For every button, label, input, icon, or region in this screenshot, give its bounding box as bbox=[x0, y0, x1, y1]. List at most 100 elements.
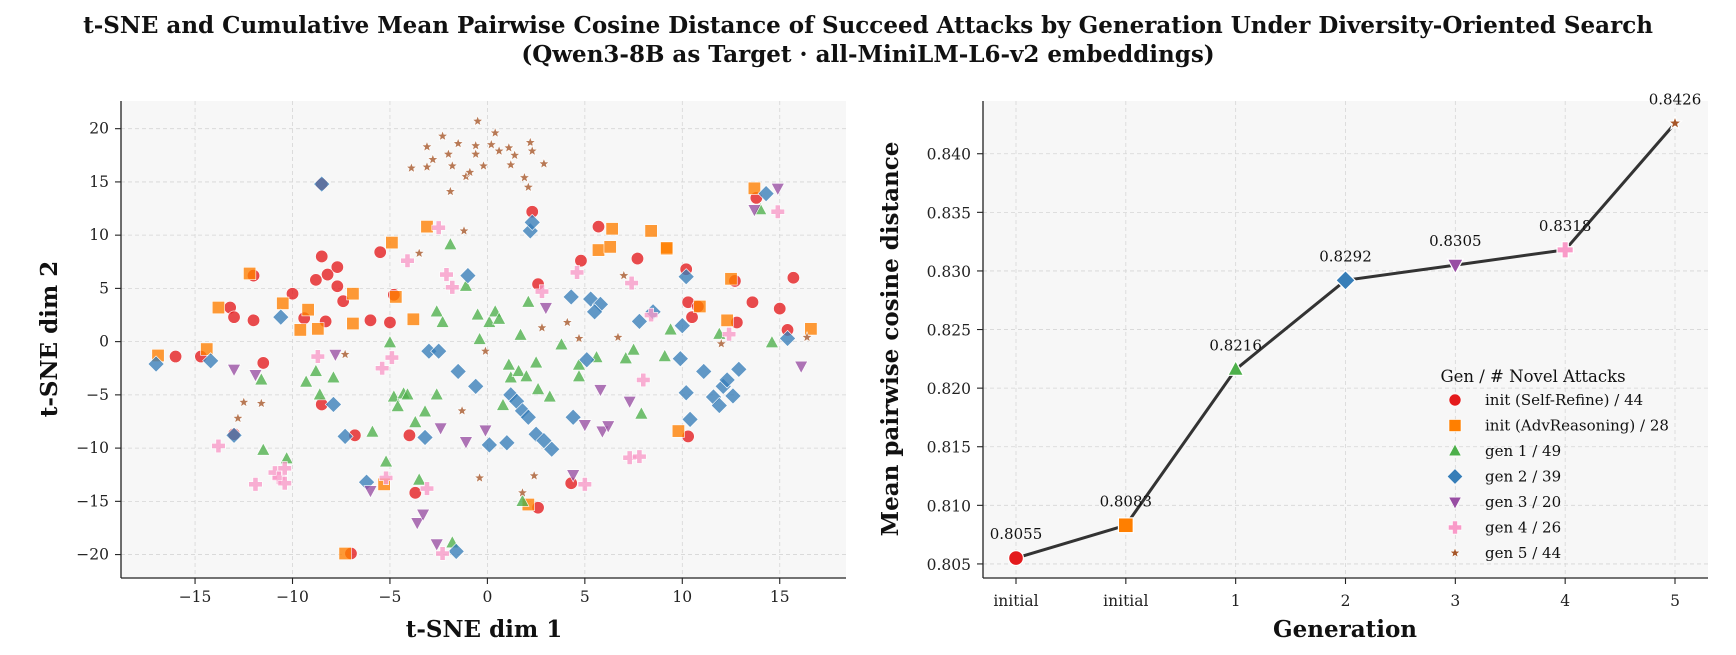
tsne-point-series-5 bbox=[569, 265, 585, 280]
tsne-point-series-2 bbox=[515, 493, 530, 507]
tsne-point-series-1 bbox=[311, 322, 325, 336]
tsne-point-series-4 bbox=[227, 364, 242, 378]
tsne-point-series-3 bbox=[779, 329, 797, 347]
line-y-tick-label: 0.805 bbox=[927, 556, 971, 574]
tsne-point-series-1 bbox=[644, 224, 658, 238]
tsne-point-series-0 bbox=[286, 287, 300, 301]
tsne-point-series-6 bbox=[469, 139, 482, 151]
tsne-point-series-6 bbox=[420, 140, 433, 152]
line-x-tick-label: 2 bbox=[1341, 592, 1351, 610]
tsne-x-ticks: −15 −10 −5 0 5 10 15 bbox=[179, 578, 790, 606]
tsne-x-tick-label: 5 bbox=[580, 588, 590, 606]
tsne-point-series-2 bbox=[312, 387, 327, 401]
tsne-point-series-4 bbox=[248, 369, 263, 383]
tsne-point-series-5 bbox=[435, 546, 450, 561]
line-y-tick-label: 0.810 bbox=[927, 497, 971, 515]
legend-entry-label: init (Self-Refine) / 44 bbox=[1485, 391, 1643, 409]
tsne-point-series-0 bbox=[330, 279, 344, 293]
line-x-tick-label: initial bbox=[993, 592, 1038, 610]
tsne-point-series-3 bbox=[324, 395, 342, 413]
tsne-point-series-6 bbox=[611, 331, 624, 343]
tsne-point-series-2 bbox=[326, 370, 341, 384]
line-data-label: 0.8083 bbox=[1100, 492, 1153, 510]
tsne-point-series-2 bbox=[256, 442, 271, 456]
tsne-point-series-6 bbox=[456, 404, 469, 416]
line-data-label: 0.8216 bbox=[1209, 336, 1262, 354]
tsne-point-series-3 bbox=[480, 436, 498, 454]
tsne-point-series-0 bbox=[169, 350, 183, 364]
tsne-point-series-6 bbox=[518, 171, 531, 183]
legend-entries: init (Self-Refine) / 44 init (AdvReasonin… bbox=[1446, 391, 1669, 562]
tsne-point-series-6 bbox=[255, 397, 268, 409]
tsne-point-series-6 bbox=[801, 331, 814, 343]
tsne-point-series-6 bbox=[617, 269, 630, 281]
tsne-point-series-3 bbox=[336, 427, 354, 445]
tsne-point-series-5 bbox=[445, 280, 460, 295]
tsne-point-series-3 bbox=[272, 308, 290, 326]
tsne-x-tick-label: −10 bbox=[276, 588, 309, 606]
tsne-point-series-5 bbox=[534, 284, 550, 299]
tsne-point-series-2 bbox=[626, 342, 641, 356]
tsne-point-series-4 bbox=[593, 384, 608, 398]
tsne-point-series-6 bbox=[477, 159, 490, 172]
tsne-point-series-3 bbox=[519, 408, 537, 426]
tsne-point-series-1 bbox=[747, 181, 761, 195]
tsne-x-tick-label: −15 bbox=[179, 588, 212, 606]
tsne-point-series-6 bbox=[444, 185, 457, 197]
tsne-gridlines bbox=[121, 101, 846, 578]
tsne-point-series-2 bbox=[495, 397, 511, 411]
line-y-tick-label: 0.830 bbox=[927, 263, 971, 281]
tsne-point-series-2 bbox=[443, 236, 458, 250]
tsne-point-series-6 bbox=[405, 161, 418, 174]
legend-marker-6 bbox=[1449, 546, 1461, 558]
tsne-point-series-3 bbox=[467, 377, 485, 395]
tsne-point-series-3 bbox=[730, 360, 748, 378]
tsne-point-series-4 bbox=[595, 425, 610, 439]
line-x-tick-label: 3 bbox=[1450, 592, 1460, 610]
line-x-tick-label: 5 bbox=[1670, 592, 1680, 610]
tsne-point-series-4 bbox=[363, 485, 378, 499]
tsne-point-series-2 bbox=[308, 363, 323, 377]
tsne-point-series-6 bbox=[413, 246, 426, 259]
tsne-point-series-2 bbox=[529, 355, 544, 369]
tsne-point-series-1 bbox=[671, 424, 685, 438]
tsne-point-series-3 bbox=[459, 267, 477, 285]
tsne-point-series-3 bbox=[147, 355, 165, 373]
legend-marker-1 bbox=[1448, 419, 1462, 432]
line-point-0 bbox=[1007, 550, 1024, 567]
tsne-point-series-2 bbox=[542, 389, 557, 403]
tsne-point-series-6 bbox=[237, 396, 250, 408]
line-point-1 bbox=[1117, 517, 1134, 534]
tsne-point-series-2 bbox=[390, 398, 405, 412]
tsne-point-series-1 bbox=[660, 241, 674, 255]
tsne-point-series-0 bbox=[402, 428, 416, 442]
tsne-point-series-5 bbox=[636, 372, 651, 388]
tsne-point-series-3 bbox=[447, 542, 465, 560]
tsne-x-tick-label: 0 bbox=[482, 588, 492, 606]
tsne-point-series-1 bbox=[211, 301, 225, 315]
tsne-point-series-3 bbox=[586, 303, 604, 321]
legend-marker-0 bbox=[1448, 393, 1462, 407]
tsne-point-series-6 bbox=[471, 114, 484, 127]
diversity-line-panel: 0.80550.80830.82160.82920.83050.83180.84… bbox=[877, 90, 1708, 643]
tsne-point-series-2 bbox=[365, 424, 380, 438]
tsne-point-series-2 bbox=[657, 348, 672, 362]
tsne-y-tick-label: 10 bbox=[89, 226, 109, 244]
tsne-point-series-0 bbox=[336, 294, 350, 308]
tsne-point-series-2 bbox=[513, 327, 528, 341]
tsne-point-series-3 bbox=[578, 351, 596, 369]
legend-entry-label: gen 2 / 39 bbox=[1485, 468, 1561, 486]
legend-entry-label: gen 5 / 44 bbox=[1485, 544, 1561, 562]
tsne-point-series-4 bbox=[458, 436, 473, 450]
tsne-point-series-5 bbox=[375, 361, 390, 376]
tsne-point-series-2 bbox=[663, 322, 678, 336]
tsne-point-series-5 bbox=[721, 327, 737, 342]
line-x-ticks: initial initial 1 2 3 4 5 bbox=[993, 578, 1680, 610]
tsne-point-series-0 bbox=[630, 252, 644, 266]
tsne-y-tick-label: 20 bbox=[89, 120, 109, 138]
legend: Gen / # Novel Attacks init (Self-Refine)… bbox=[1440, 367, 1668, 562]
tsne-point-series-3 bbox=[564, 408, 582, 426]
tsne-point-series-5 bbox=[400, 253, 415, 268]
tsne-point-series-2 bbox=[254, 372, 269, 386]
tsne-point-series-3 bbox=[710, 397, 728, 414]
